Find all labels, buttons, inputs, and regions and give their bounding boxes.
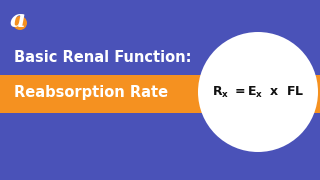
- Text: Reabsorption Rate: Reabsorption Rate: [14, 86, 168, 100]
- Circle shape: [198, 32, 318, 152]
- Text: $\mathbf{R_x}$$\mathbf{\ =E_x\ \ x\ \ FL}$: $\mathbf{R_x}$$\mathbf{\ =E_x\ \ x\ \ FL…: [212, 84, 304, 100]
- Circle shape: [13, 16, 27, 30]
- Text: Basic Renal Function:: Basic Renal Function:: [14, 51, 191, 66]
- Bar: [0, 75, 320, 113]
- Text: a: a: [10, 8, 26, 32]
